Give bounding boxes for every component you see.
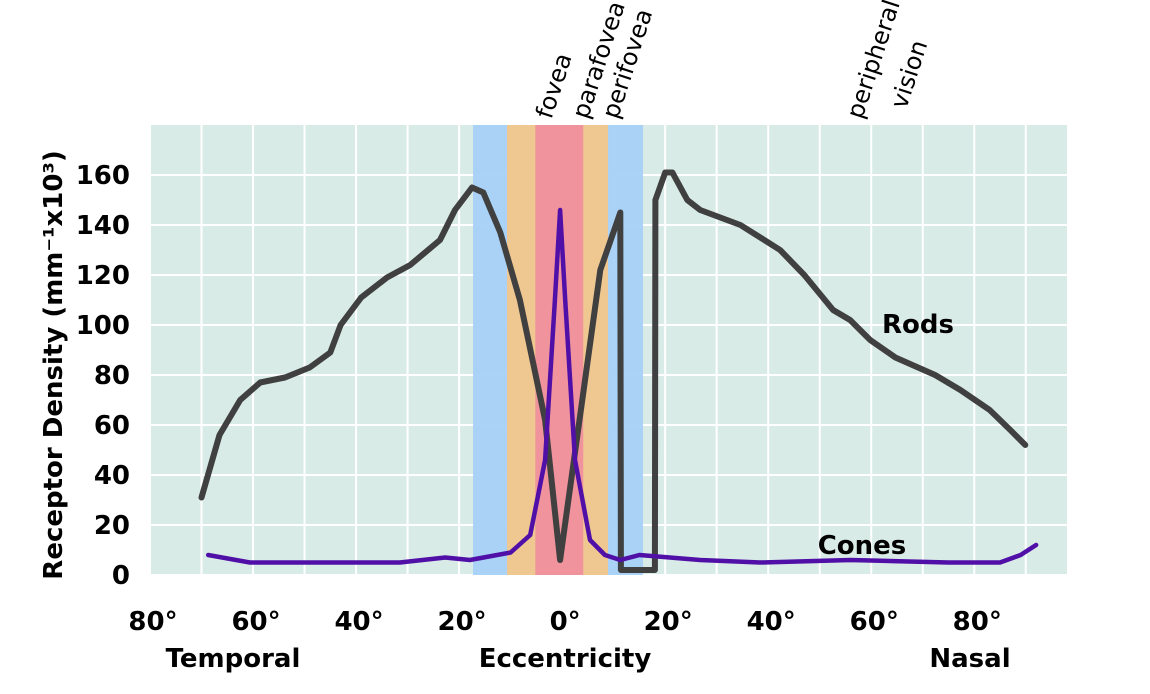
y-tick-label: 40: [94, 461, 130, 491]
y-tick-label: 0: [112, 561, 130, 591]
x-axis-left-label: Temporal: [166, 644, 301, 674]
x-axis-title: Eccentricity: [479, 644, 652, 674]
x-tick-label: 40°: [747, 607, 796, 637]
y-tick-label: 60: [94, 411, 130, 441]
series-label: Rods: [882, 310, 954, 340]
x-tick-label: 20°: [644, 607, 693, 637]
y-tick-label: 160: [76, 161, 130, 191]
x-tick-label: 60°: [850, 607, 899, 637]
y-tick-label: 20: [94, 511, 130, 541]
x-axis-right-label: Nasal: [929, 644, 1010, 674]
x-tick-label: 60°: [231, 607, 280, 637]
y-axis-title: Receptor Density (mm⁻¹x10³): [39, 150, 69, 579]
y-tick-label: 140: [76, 211, 130, 241]
data-line: [205, 207, 1039, 565]
x-tick-label: 80°: [128, 607, 177, 637]
x-tick-label: 80°: [953, 607, 1002, 637]
x-tick-label: 40°: [334, 607, 383, 637]
x-tick-label: 0°: [550, 607, 581, 637]
x-tick-label: 20°: [438, 607, 487, 637]
y-tick-label: 100: [76, 311, 130, 341]
annotation: vision: [885, 37, 933, 112]
y-tick-label: 120: [76, 261, 130, 291]
region-band: [535, 125, 584, 575]
y-tick-label: 80: [94, 361, 130, 391]
series-label: Cones: [818, 531, 907, 561]
data-line: [198, 169, 1029, 573]
